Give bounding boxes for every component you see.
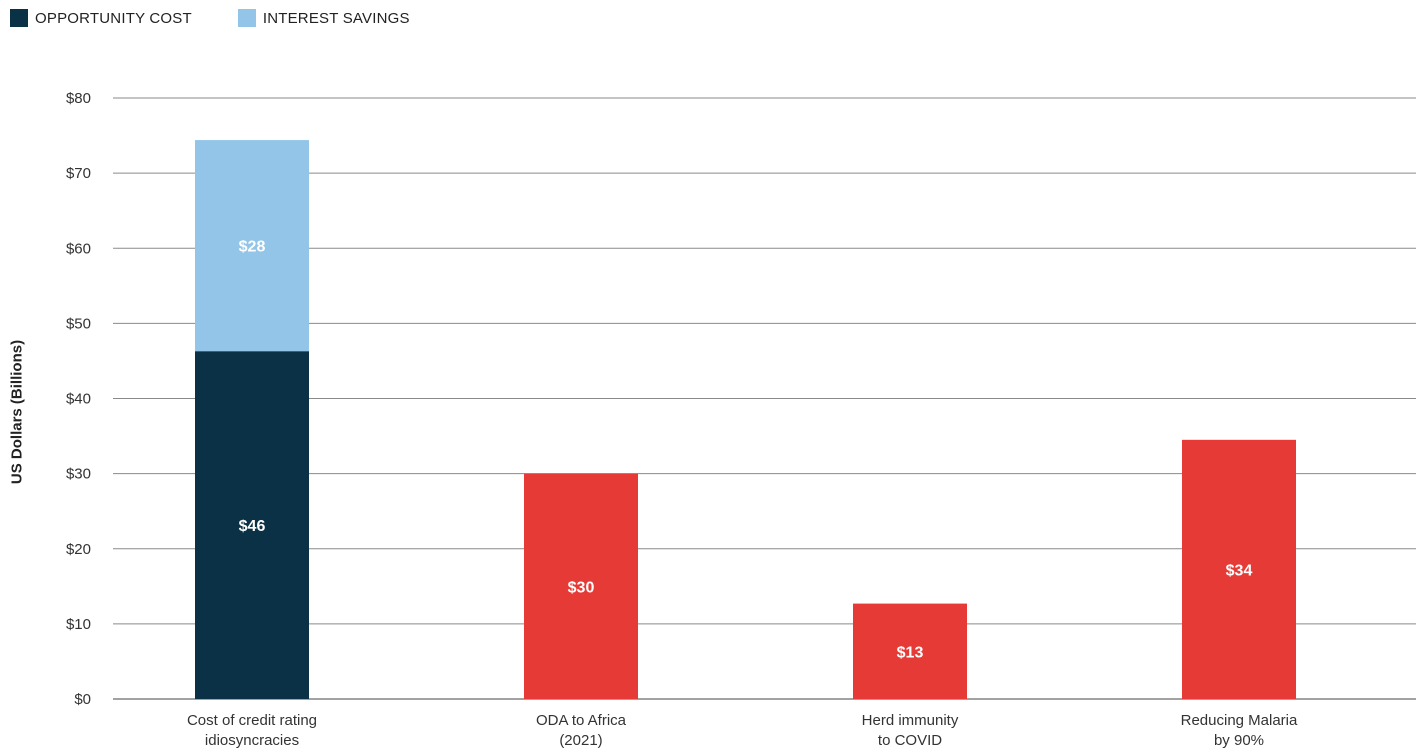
y-tick-label: $40: [66, 391, 91, 408]
bar-segment: [524, 473, 638, 699]
y-tick-label: $10: [66, 616, 91, 633]
x-tick-label: Herd immunity: [862, 712, 959, 729]
x-tick-label: ODA to Africa: [536, 712, 627, 729]
bar-value-label: $13: [897, 644, 924, 661]
legend-swatch-opportunity-cost: [10, 9, 28, 27]
x-tick-label: Cost of credit rating: [187, 712, 317, 729]
legend-swatch-interest-savings: [237, 9, 256, 27]
bar-value-label: $28: [239, 239, 266, 256]
x-tick-label: by 90%: [1214, 732, 1264, 749]
bar-value-label: $30: [568, 579, 595, 596]
x-tick-label: idiosyncracies: [205, 732, 299, 749]
legend: OPPORTUNITY COST INTEREST SAVINGS: [10, 9, 410, 27]
y-tick-label: $0: [74, 691, 91, 708]
bar-segment: [853, 603, 967, 699]
legend-item-interest-savings: INTEREST SAVINGS: [237, 9, 410, 27]
legend-label-interest-savings: INTEREST SAVINGS: [262, 9, 410, 27]
x-tick-label: Reducing Malaria: [1181, 712, 1298, 729]
legend-label-opportunity-cost: OPPORTUNITY COST: [35, 9, 192, 27]
x-tick-label: (2021): [559, 732, 602, 749]
y-tick-label: $30: [66, 466, 91, 483]
bar-value-label: $46: [239, 518, 266, 535]
legend-item-opportunity-cost: OPPORTUNITY COST: [10, 9, 192, 27]
y-tick-label: $70: [66, 165, 91, 182]
y-tick-label: $80: [66, 90, 91, 107]
bar-value-label: $34: [1226, 562, 1253, 579]
y-tick-label: $20: [66, 541, 91, 558]
bar-segment: [195, 140, 309, 352]
bar-segment: [195, 351, 309, 699]
bar-segment: [1182, 439, 1296, 699]
y-tick-label: $50: [66, 315, 91, 332]
x-tick-label: to COVID: [878, 732, 942, 749]
y-tick-label: $60: [66, 240, 91, 257]
